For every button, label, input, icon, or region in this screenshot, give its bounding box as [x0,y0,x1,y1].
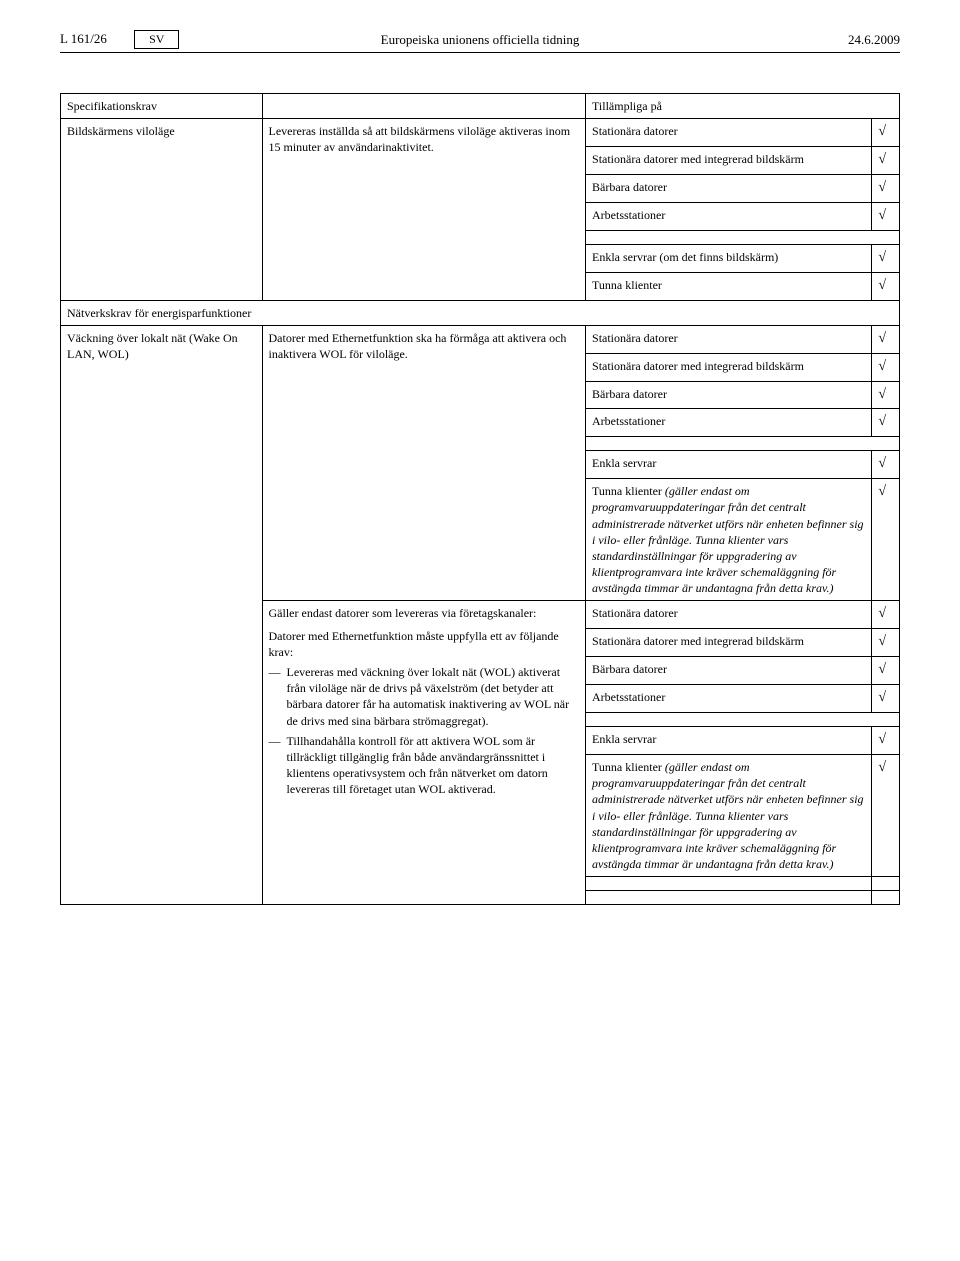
check-icon: √ [872,629,900,657]
r5-desc-d1: Levereras med väckning över lokalt nät (… [269,664,580,729]
section-network: Nätverkskrav för energisparfunktioner [61,300,900,325]
r3-desc: Datorer med Ethernetfunktion ska ha förm… [262,325,586,601]
header-date: 24.6.2009 [690,32,900,48]
r4-item1: Enkla servrar [586,451,872,479]
lang-box: SV [134,30,179,49]
r5-item6-lead: Tunna klienter [592,760,665,774]
spacer-cell [872,877,900,891]
r1-desc: Levereras inställda så att bildskärmens … [262,119,586,300]
page-number: L 161/26 [60,31,107,46]
specifications-table: Specifikationskrav Tillämpliga på Bildsk… [60,93,900,905]
r3-item1: Stationära datorer [586,325,872,353]
r5-item6: Tunna klienter (gäller endast om program… [586,754,872,876]
r5-item3: Bärbara datorer [586,657,872,685]
r4-item2: Tunna klienter (gäller endast om program… [586,479,872,601]
r4-item2-lead: Tunna klienter [592,484,665,498]
check-icon: √ [872,754,900,876]
r5-item1: Stationära datorer [586,601,872,629]
r3-item4: Arbetsstationer [586,409,872,437]
r5-item4: Arbetsstationer [586,685,872,713]
r5-item6-italic: (gäller endast om programvaruuppdatering… [592,760,864,871]
r5-desc-intro: Gäller endast datorer som levereras via … [269,605,580,621]
r5-desc: Gäller endast datorer som levereras via … [262,601,586,905]
spacer-cell [586,437,900,451]
r5-item5: Enkla servrar [586,727,872,755]
check-icon: √ [872,409,900,437]
check-icon: √ [872,685,900,713]
th-applies: Tillämpliga på [586,94,900,119]
spacer-cell [586,877,872,891]
journal-title: Europeiska unionens officiella tidning [270,32,690,48]
check-icon: √ [872,381,900,409]
r5-desc-d2: Tillhandahålla kontroll för att aktivera… [269,733,580,798]
check-icon: √ [872,174,900,202]
r3-spec: Väckning över lokalt nät (Wake On LAN, W… [61,325,263,905]
r5-item2: Stationära datorer med integrerad bildsk… [586,629,872,657]
check-icon: √ [872,202,900,230]
r2-item1: Enkla servrar (om det finns bildskärm) [586,244,872,272]
check-icon: √ [872,119,900,147]
r3-item2: Stationära datorer med integrerad bildsk… [586,353,872,381]
check-icon: √ [872,147,900,175]
check-icon: √ [872,325,900,353]
spacer-cell [586,891,872,905]
check-icon: √ [872,657,900,685]
spacer-cell [872,891,900,905]
spacer-cell [586,230,900,244]
r1-spec: Bildskärmens viloläge [61,119,263,300]
check-icon: √ [872,601,900,629]
r2-item2: Tunna klienter [586,272,872,300]
check-icon: √ [872,479,900,601]
check-icon: √ [872,353,900,381]
r1-item2: Stationära datorer med integrerad bildsk… [586,147,872,175]
r3-item3: Bärbara datorer [586,381,872,409]
r1-item3: Bärbara datorer [586,174,872,202]
check-icon: √ [872,727,900,755]
check-icon: √ [872,451,900,479]
page-header: L 161/26 SV Europeiska unionens officiel… [60,30,900,53]
r1-item1: Stationära datorer [586,119,872,147]
r4-item2-italic: (gäller endast om programvaruuppdatering… [592,484,864,595]
r1-item4: Arbetsstationer [586,202,872,230]
check-icon: √ [872,272,900,300]
check-icon: √ [872,244,900,272]
spacer-cell [586,713,900,727]
r5-desc-p1: Datorer med Ethernetfunktion måste uppfy… [269,628,580,660]
th-blank [262,94,586,119]
th-specification: Specifikationskrav [61,94,263,119]
